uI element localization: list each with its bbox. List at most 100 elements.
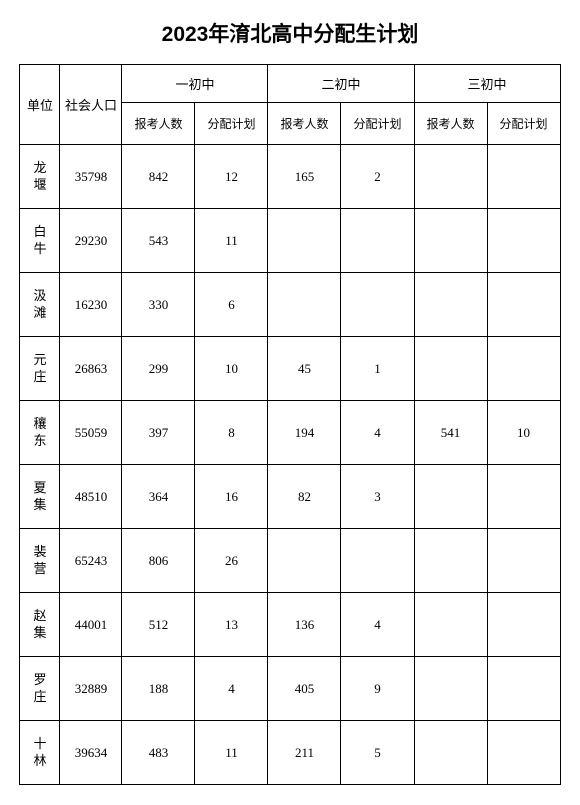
cell-s1a: 330 <box>122 273 195 337</box>
cell-s1a: 483 <box>122 721 195 785</box>
cell-s1b: 8 <box>195 401 268 465</box>
cell-s3a <box>414 721 487 785</box>
cell-s1a: 364 <box>122 465 195 529</box>
cell-unit: 穰东 <box>20 401 60 465</box>
header-school-3: 三初中 <box>414 65 560 103</box>
cell-unit: 元庄 <box>20 337 60 401</box>
table-row: 赵集44001512131364 <box>20 593 560 657</box>
cell-unit: 赵集 <box>20 593 60 657</box>
cell-pop: 26863 <box>60 337 122 401</box>
cell-s2a: 45 <box>268 337 341 401</box>
cell-s3b <box>487 657 560 721</box>
cell-s3b <box>487 593 560 657</box>
cell-unit: 夏集 <box>20 465 60 529</box>
cell-s3b: 10 <box>487 401 560 465</box>
cell-s3a <box>414 273 487 337</box>
allocation-table: 单位 社会人口 一初中 二初中 三初中 报考人数 分配计划 报考人数 分配计划 … <box>19 64 560 785</box>
cell-unit: 龙堰 <box>20 145 60 209</box>
cell-unit: 罗庄 <box>20 657 60 721</box>
cell-pop: 39634 <box>60 721 122 785</box>
cell-s2b: 4 <box>341 401 414 465</box>
cell-s2b: 1 <box>341 337 414 401</box>
table-row: 龙堰35798842121652 <box>20 145 560 209</box>
cell-unit: 十林 <box>20 721 60 785</box>
cell-s3a <box>414 657 487 721</box>
cell-s3a: 541 <box>414 401 487 465</box>
cell-s1b: 12 <box>195 145 268 209</box>
cell-pop: 29230 <box>60 209 122 273</box>
table-row: 罗庄3288918844059 <box>20 657 560 721</box>
cell-s2a: 165 <box>268 145 341 209</box>
cell-s3a <box>414 145 487 209</box>
cell-s1b: 10 <box>195 337 268 401</box>
cell-s2a <box>268 209 341 273</box>
table-row: 夏集4851036416823 <box>20 465 560 529</box>
table-row: 裴营6524380626 <box>20 529 560 593</box>
cell-s1a: 512 <box>122 593 195 657</box>
table-row: 十林39634483112115 <box>20 721 560 785</box>
page-title: 2023年淯北高中分配生计划 <box>0 0 580 64</box>
cell-pop: 48510 <box>60 465 122 529</box>
cell-s3b <box>487 145 560 209</box>
header-school-2: 二初中 <box>268 65 414 103</box>
cell-s2a <box>268 529 341 593</box>
cell-s3b <box>487 529 560 593</box>
cell-s2b: 3 <box>341 465 414 529</box>
table-row: 元庄2686329910451 <box>20 337 560 401</box>
cell-pop: 16230 <box>60 273 122 337</box>
header-population: 社会人口 <box>60 65 122 145</box>
cell-s1b: 11 <box>195 209 268 273</box>
header-applicants: 报考人数 <box>268 103 341 145</box>
cell-s3a <box>414 337 487 401</box>
cell-s3b <box>487 465 560 529</box>
cell-unit: 白牛 <box>20 209 60 273</box>
cell-s2b: 9 <box>341 657 414 721</box>
cell-s2a: 136 <box>268 593 341 657</box>
cell-s2b <box>341 209 414 273</box>
cell-s1b: 6 <box>195 273 268 337</box>
cell-s2b: 5 <box>341 721 414 785</box>
cell-pop: 44001 <box>60 593 122 657</box>
header-applicants: 报考人数 <box>122 103 195 145</box>
cell-s1b: 16 <box>195 465 268 529</box>
cell-s2a: 405 <box>268 657 341 721</box>
cell-s3a <box>414 209 487 273</box>
cell-s2a <box>268 273 341 337</box>
table-row: 白牛2923054311 <box>20 209 560 273</box>
cell-unit: 裴营 <box>20 529 60 593</box>
cell-s1a: 806 <box>122 529 195 593</box>
cell-s3a <box>414 593 487 657</box>
header-applicants: 报考人数 <box>414 103 487 145</box>
cell-s2a: 211 <box>268 721 341 785</box>
cell-s3b <box>487 337 560 401</box>
cell-s1a: 188 <box>122 657 195 721</box>
cell-s2b: 4 <box>341 593 414 657</box>
cell-s2a: 194 <box>268 401 341 465</box>
cell-s1b: 4 <box>195 657 268 721</box>
cell-pop: 35798 <box>60 145 122 209</box>
table-row: 穰东550593978194454110 <box>20 401 560 465</box>
cell-s3a <box>414 529 487 593</box>
cell-s1b: 11 <box>195 721 268 785</box>
cell-pop: 55059 <box>60 401 122 465</box>
cell-s1b: 26 <box>195 529 268 593</box>
header-school-1: 一初中 <box>122 65 268 103</box>
header-allocation: 分配计划 <box>341 103 414 145</box>
cell-s2b <box>341 273 414 337</box>
table-row: 汲滩162303306 <box>20 273 560 337</box>
cell-s2b: 2 <box>341 145 414 209</box>
cell-s3a <box>414 465 487 529</box>
header-allocation: 分配计划 <box>487 103 560 145</box>
cell-s3b <box>487 273 560 337</box>
cell-unit: 汲滩 <box>20 273 60 337</box>
cell-pop: 65243 <box>60 529 122 593</box>
header-unit: 单位 <box>20 65 60 145</box>
cell-s2b <box>341 529 414 593</box>
cell-s1b: 13 <box>195 593 268 657</box>
cell-s3b <box>487 209 560 273</box>
cell-pop: 32889 <box>60 657 122 721</box>
cell-s2a: 82 <box>268 465 341 529</box>
cell-s1a: 299 <box>122 337 195 401</box>
cell-s3b <box>487 721 560 785</box>
cell-s1a: 842 <box>122 145 195 209</box>
